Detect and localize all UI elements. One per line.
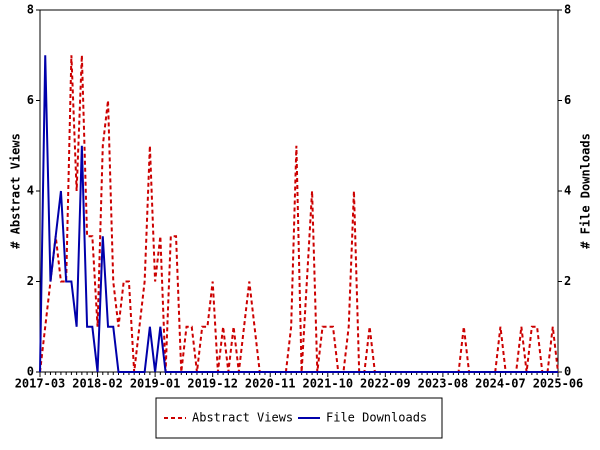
y-tick-label: 6 [27, 93, 34, 107]
y2-axis-label: # File Downloads [579, 133, 593, 249]
legend-label: File Downloads [326, 411, 427, 425]
y2-tick-label: 6 [564, 93, 571, 107]
y-tick-label: 8 [27, 3, 34, 17]
x-tick-label: 2024-07 [475, 377, 526, 391]
y2-tick-label: 8 [564, 3, 571, 17]
y2-tick-label: 4 [564, 184, 571, 198]
x-tick-label: 2020-11 [245, 377, 296, 391]
series-line [39, 55, 559, 373]
y2-tick-label: 0 [564, 365, 571, 379]
y-tick-label: 2 [27, 274, 34, 288]
x-tick-label: 2022-09 [360, 377, 411, 391]
y2-tick-label: 2 [564, 274, 571, 288]
y-tick-label: 4 [27, 184, 34, 198]
x-tick-label: 2017-03 [15, 377, 66, 391]
series-line [39, 55, 558, 373]
y-tick-label: 0 [27, 365, 34, 379]
legend-label: Abstract Views [192, 411, 293, 425]
plot-frame [39, 9, 559, 373]
y-axis-label: # Abstract Views [9, 133, 23, 249]
x-tick-label: 2025-06 [533, 377, 584, 391]
x-tick-label: 2019-01 [130, 377, 181, 391]
x-tick-label: 2019-12 [187, 377, 238, 391]
x-tick-label: 2021-10 [302, 377, 353, 391]
x-tick-label: 2023-08 [418, 377, 469, 391]
x-tick-label: 2018-02 [72, 377, 123, 391]
